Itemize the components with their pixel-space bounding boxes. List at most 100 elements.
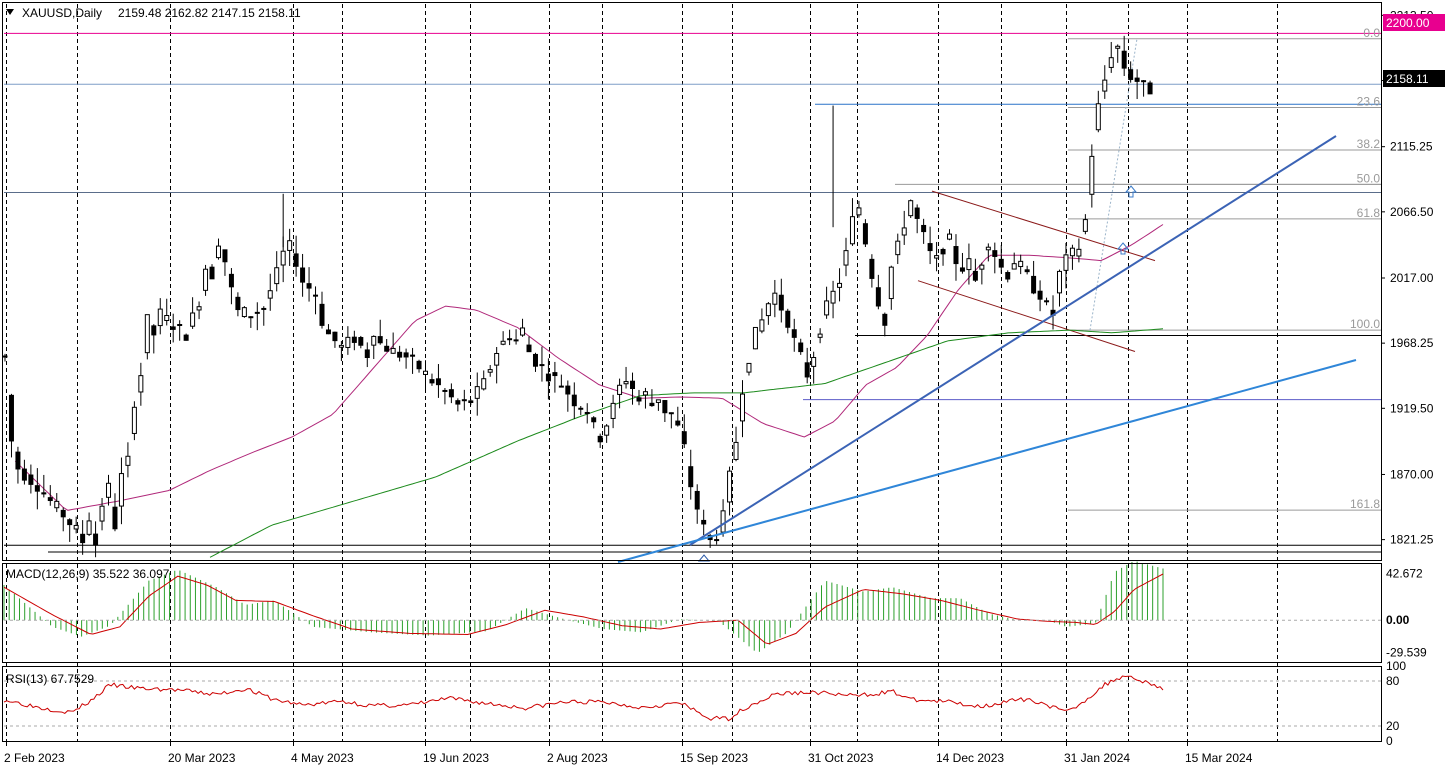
candle-body <box>1076 248 1082 257</box>
macd-label: MACD(12,26,9) 35.522 36.097 <box>6 567 170 581</box>
candle-body <box>985 246 991 251</box>
candle-body <box>875 287 881 307</box>
candle-body <box>332 331 338 342</box>
macd-tick-label: 42.672 <box>1386 566 1423 580</box>
candle-body <box>1037 290 1043 300</box>
candle-body <box>539 364 545 367</box>
candle-body <box>1069 247 1075 257</box>
candle-body <box>1063 254 1069 271</box>
candle-body <box>99 505 105 522</box>
candle-body <box>67 519 73 526</box>
candle-body <box>565 385 571 395</box>
price-tick-label: 1821.25 <box>1390 533 1434 547</box>
macd-tick-label: -29.539 <box>1386 646 1427 660</box>
macd-panel-frame <box>2 563 1382 663</box>
candle-body <box>384 345 390 352</box>
candle-body <box>228 273 234 288</box>
candle-body <box>203 268 209 291</box>
candle-body <box>630 380 636 390</box>
candle-body <box>1056 270 1062 294</box>
fib-level-label: 161.8 <box>1350 497 1380 511</box>
fib-level-label: 50.0 <box>1357 171 1381 185</box>
candle-body <box>552 372 558 377</box>
current-price-badge: 2158.11 <box>1386 72 1429 86</box>
candle-body <box>727 470 733 503</box>
fib-level-label: 100.0 <box>1350 317 1380 331</box>
date-tick-label: 14 Dec 2023 <box>936 751 1004 765</box>
symbol-title: XAUUSD,Daily <box>22 6 102 20</box>
candle-body <box>610 402 616 419</box>
date-tick-label: 20 Mar 2023 <box>168 751 236 765</box>
candle-body <box>481 378 487 390</box>
candle-body <box>15 451 21 470</box>
candle-body <box>778 294 784 311</box>
trend-lines <box>617 135 1357 563</box>
candle-body <box>1011 263 1017 270</box>
grid-lines <box>6 4 1278 741</box>
candle-body <box>306 283 312 289</box>
candle-body <box>759 319 765 332</box>
candle-body <box>170 326 176 330</box>
candle-body <box>410 354 416 357</box>
candle-body <box>1102 79 1108 92</box>
rsi-tick-label: 80 <box>1386 674 1400 688</box>
candle-body <box>429 379 435 384</box>
candle-body <box>416 360 422 370</box>
candle-body <box>998 258 1004 268</box>
fibonacci-retracement: 0.0 23.6 38.2 50.0 61.8 100.0 161.8 <box>895 26 1381 511</box>
candle-body <box>694 490 700 510</box>
candle-body <box>623 381 629 385</box>
candle-body <box>125 455 131 466</box>
candle-body <box>966 258 972 271</box>
candle-body <box>520 327 526 336</box>
candle-body <box>461 399 467 402</box>
candle-body <box>940 248 946 255</box>
dropdown-triangle-icon[interactable] <box>6 9 14 15</box>
candle-body <box>869 258 875 279</box>
candle-body <box>8 394 14 442</box>
date-axis: 2 Feb 2023 20 Mar 2023 4 May 2023 19 Jun 20… <box>4 741 1253 765</box>
candle-body <box>655 399 661 403</box>
candle-body <box>837 282 843 288</box>
candle-body <box>151 325 157 336</box>
candle-body <box>21 468 27 481</box>
candle-body <box>882 313 888 326</box>
date-tick-label: 15 Mar 2024 <box>1185 751 1253 765</box>
candle-body <box>177 324 183 327</box>
candle-body <box>474 386 480 399</box>
candle-body <box>1031 275 1037 294</box>
candle-body <box>739 393 745 422</box>
candle-body <box>397 351 403 358</box>
candle-body <box>558 385 564 388</box>
rsi-tick-label: 100 <box>1386 659 1406 673</box>
candle-body <box>274 267 280 285</box>
candle-body <box>578 407 584 410</box>
candle-body <box>222 249 228 263</box>
price-tick-label: 1968.25 <box>1390 336 1434 350</box>
fib-level-label: 61.8 <box>1357 206 1381 220</box>
candle-body <box>280 250 286 266</box>
candle-body <box>947 233 953 240</box>
candle-body <box>196 306 202 311</box>
candle-body <box>688 466 694 488</box>
candle-body <box>54 500 60 509</box>
fib-level-label: 38.2 <box>1357 137 1381 151</box>
candle-body <box>824 300 830 316</box>
candle-body <box>442 389 448 392</box>
fib-level-label: 23.6 <box>1357 95 1381 109</box>
candle-body <box>73 524 79 530</box>
candle-body <box>921 224 927 233</box>
candle-body <box>403 352 409 358</box>
candle-body <box>118 473 124 507</box>
candle-body <box>390 347 396 354</box>
candle-body <box>532 353 538 367</box>
candle-body <box>591 417 597 423</box>
candle-body <box>811 357 817 367</box>
candle-body <box>953 246 959 265</box>
trend-line <box>689 135 1337 546</box>
up-arrow-icon <box>1124 185 1138 198</box>
candle-body <box>358 337 364 346</box>
candle-body <box>791 329 797 338</box>
candle-body <box>371 335 377 346</box>
